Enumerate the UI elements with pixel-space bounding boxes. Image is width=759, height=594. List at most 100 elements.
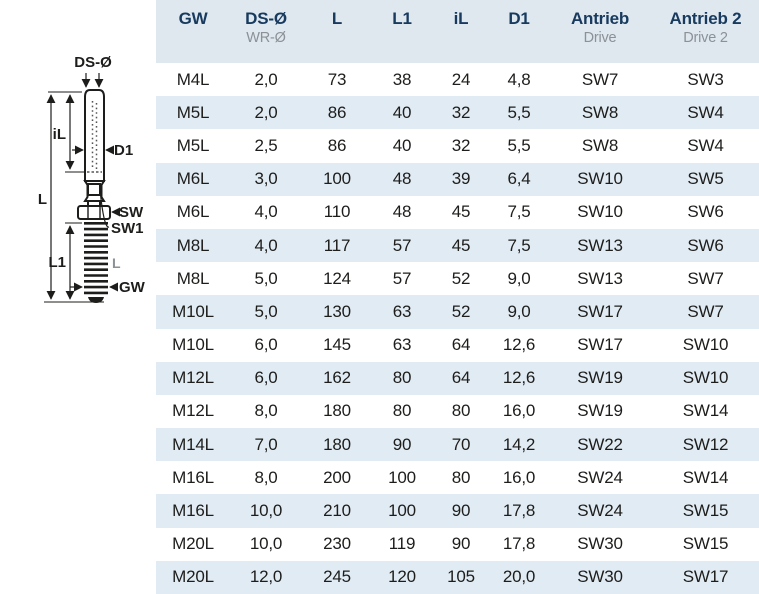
cell: SW5 — [687, 169, 724, 189]
column-label: GW — [178, 9, 208, 28]
table-row: M12L 6,0 162 80 64 12,6 SW19 SW10 — [156, 361, 759, 395]
cell: SW30 — [577, 534, 623, 554]
table-row: M8L 5,0 124 57 52 9,0 SW13 SW7 — [156, 262, 759, 295]
cell: 100 — [388, 501, 416, 521]
cell: 8,0 — [254, 401, 278, 421]
cell: 245 — [323, 567, 351, 587]
cell: M4L — [176, 69, 210, 89]
cell: 105 — [447, 567, 475, 587]
cell: SW14 — [682, 401, 729, 421]
column-header-antrieb-2: Antrieb 2 Drive 2 — [652, 0, 759, 63]
column-header-antrieb: Antrieb Drive — [548, 0, 652, 63]
cell: 48 — [392, 169, 412, 189]
cell: 86 — [327, 135, 347, 155]
part-outline — [77, 89, 111, 220]
cell: 45 — [451, 202, 471, 222]
table-row: M10L 6,0 145 63 64 12,6 SW17 SW10 — [156, 329, 759, 362]
cell: 145 — [323, 335, 351, 355]
cell: 20,0 — [502, 567, 536, 587]
column-sublabel: Drive 2 — [683, 30, 728, 46]
cell: 120 — [388, 567, 416, 587]
drawing-label-ds-diameter: DS-Ø — [74, 54, 112, 71]
cell: M6L — [176, 202, 210, 222]
cell: 4,0 — [254, 235, 278, 255]
table-row: M4L 2,0 73 38 24 4,8 SW7 SW3 — [156, 63, 759, 96]
cell: 4,8 — [507, 69, 531, 89]
cell: 80 — [451, 467, 471, 487]
drawing-label-d1: D1 — [114, 142, 133, 159]
cell: M10L — [172, 335, 214, 355]
table-row: M5L 2,0 86 40 32 5,5 SW8 SW4 — [156, 96, 759, 130]
cell: 16,0 — [502, 467, 536, 487]
cell: 17,8 — [502, 534, 536, 554]
cell: M5L — [176, 135, 210, 155]
table-row: M20L 12,0 245 120 105 20,0 SW30 SW17 — [156, 560, 759, 594]
cell: 45 — [451, 235, 471, 255]
column-header-d1: D1 — [490, 0, 548, 63]
cell: 80 — [392, 401, 412, 421]
cell: 4,0 — [254, 202, 278, 222]
cell: 57 — [392, 235, 412, 255]
cell: SW22 — [577, 434, 623, 454]
column-label: L — [331, 9, 343, 28]
cell: 24 — [451, 69, 471, 89]
cell: 52 — [451, 268, 471, 288]
column-sublabel: Drive — [583, 30, 617, 46]
cell: SW12 — [682, 434, 729, 454]
cell: SW17 — [682, 567, 729, 587]
cell: SW6 — [687, 235, 724, 255]
cell: 38 — [392, 69, 412, 89]
column-label: DS-Ø — [245, 9, 287, 28]
cell: SW10 — [577, 169, 623, 189]
cell: 80 — [392, 368, 412, 388]
cell: 162 — [323, 368, 351, 388]
cell: 12,6 — [502, 368, 536, 388]
cell: 110 — [323, 202, 351, 222]
cell: 90 — [392, 434, 412, 454]
table-row: M16L 8,0 200 100 80 16,0 SW24 SW14 — [156, 461, 759, 494]
cell: 86 — [327, 102, 347, 122]
column-label: Antrieb 2 — [669, 9, 742, 28]
cell: 40 — [392, 135, 412, 155]
cell: 210 — [323, 501, 351, 521]
cell: M20L — [172, 567, 214, 587]
cell: 6,0 — [254, 335, 278, 355]
table-body: M4L 2,0 73 38 24 4,8 SW7 SW3 M5L 2,0 86 40 32 5,5 SW8 S… — [156, 63, 759, 594]
cell: 63 — [392, 301, 412, 321]
cell: 39 — [451, 169, 471, 189]
cell: 70 — [451, 434, 471, 454]
table-row: M10L 5,0 130 63 52 9,0 SW17 SW7 — [156, 295, 759, 329]
cell: 64 — [451, 368, 471, 388]
cell: SW15 — [682, 534, 729, 554]
column-label: Antrieb — [570, 9, 630, 28]
cell: SW4 — [687, 102, 724, 122]
cell: SW10 — [577, 202, 623, 222]
cell: 100 — [323, 169, 351, 189]
cell: M16L — [172, 467, 214, 487]
table-row: M8L 4,0 117 57 45 7,5 SW13 SW6 — [156, 228, 759, 263]
cell: 90 — [451, 534, 471, 554]
technical-drawing: DS-Ø iL D1 SW1 L SW L1 L GW — [8, 46, 158, 316]
table-row: M20L 10,0 230 119 90 17,8 SW30 SW15 — [156, 528, 759, 561]
cell: 73 — [327, 69, 347, 89]
cell: 48 — [392, 202, 412, 222]
column-label: iL — [453, 9, 469, 28]
spec-table: GW DS-Ø WR-Ø L L1 iL D1 Antrieb Drive Antrieb 2 Dr… — [156, 0, 759, 594]
cell: 14,2 — [502, 434, 536, 454]
table-row: M14L 7,0 180 90 70 14,2 SW22 SW12 — [156, 428, 759, 462]
column-header-il: iL — [432, 0, 490, 63]
cell: 57 — [392, 268, 412, 288]
table-header-row: GW DS-Ø WR-Ø L L1 iL D1 Antrieb Drive Antrieb 2 Dr… — [156, 0, 759, 63]
cell: 130 — [323, 301, 351, 321]
cell: SW10 — [682, 368, 729, 388]
cell: 64 — [451, 335, 471, 355]
cell: M8L — [176, 268, 210, 288]
cell: 2,0 — [254, 69, 278, 89]
cell: M12L — [172, 401, 214, 421]
cell: 124 — [323, 268, 351, 288]
cell: SW30 — [577, 567, 623, 587]
cell: 6,0 — [254, 368, 278, 388]
cell: 6,4 — [507, 169, 531, 189]
swage-stud-diagram: DS-Ø iL D1 SW1 L SW L1 L GW — [38, 54, 146, 303]
